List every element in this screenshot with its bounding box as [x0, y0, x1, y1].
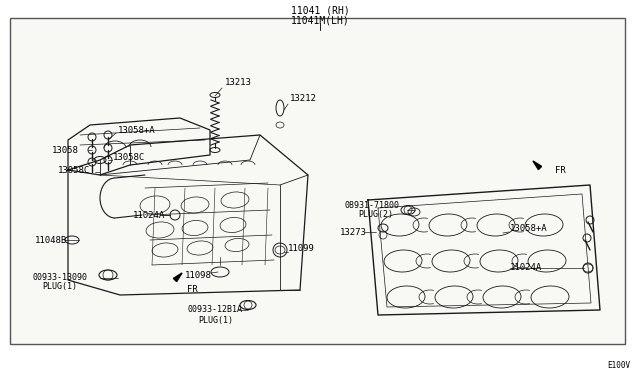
Text: 13058: 13058 — [52, 145, 79, 154]
Text: 11099: 11099 — [288, 244, 315, 253]
Text: 11041M(LH): 11041M(LH) — [291, 15, 349, 25]
Polygon shape — [173, 273, 182, 282]
Text: 13058C: 13058C — [58, 166, 90, 174]
Text: PLUG(1): PLUG(1) — [198, 315, 233, 324]
Text: 13213: 13213 — [225, 77, 252, 87]
Text: 11024A: 11024A — [133, 211, 165, 219]
Text: 13273: 13273 — [340, 228, 367, 237]
Text: 08931-71800: 08931-71800 — [345, 201, 400, 209]
Text: E100V: E100V — [607, 360, 630, 369]
Polygon shape — [533, 161, 541, 170]
Text: 11048B: 11048B — [35, 235, 67, 244]
Text: 13058+A: 13058+A — [510, 224, 548, 232]
Text: FR: FR — [555, 166, 566, 174]
Bar — [10, 18, 625, 344]
Text: 11024A: 11024A — [510, 263, 542, 273]
Text: 00933-13090: 00933-13090 — [32, 273, 87, 282]
Text: PLUG(1): PLUG(1) — [42, 282, 77, 292]
Text: 13212: 13212 — [290, 93, 317, 103]
Text: FR: FR — [187, 285, 198, 295]
Text: PLUG(2): PLUG(2) — [358, 209, 393, 218]
Text: 11098: 11098 — [185, 270, 212, 279]
Text: 13058+A: 13058+A — [118, 125, 156, 135]
Text: 00933-12B1A: 00933-12B1A — [187, 305, 242, 314]
Text: 13058C: 13058C — [113, 153, 145, 161]
Text: 11041 (RH): 11041 (RH) — [291, 5, 349, 15]
